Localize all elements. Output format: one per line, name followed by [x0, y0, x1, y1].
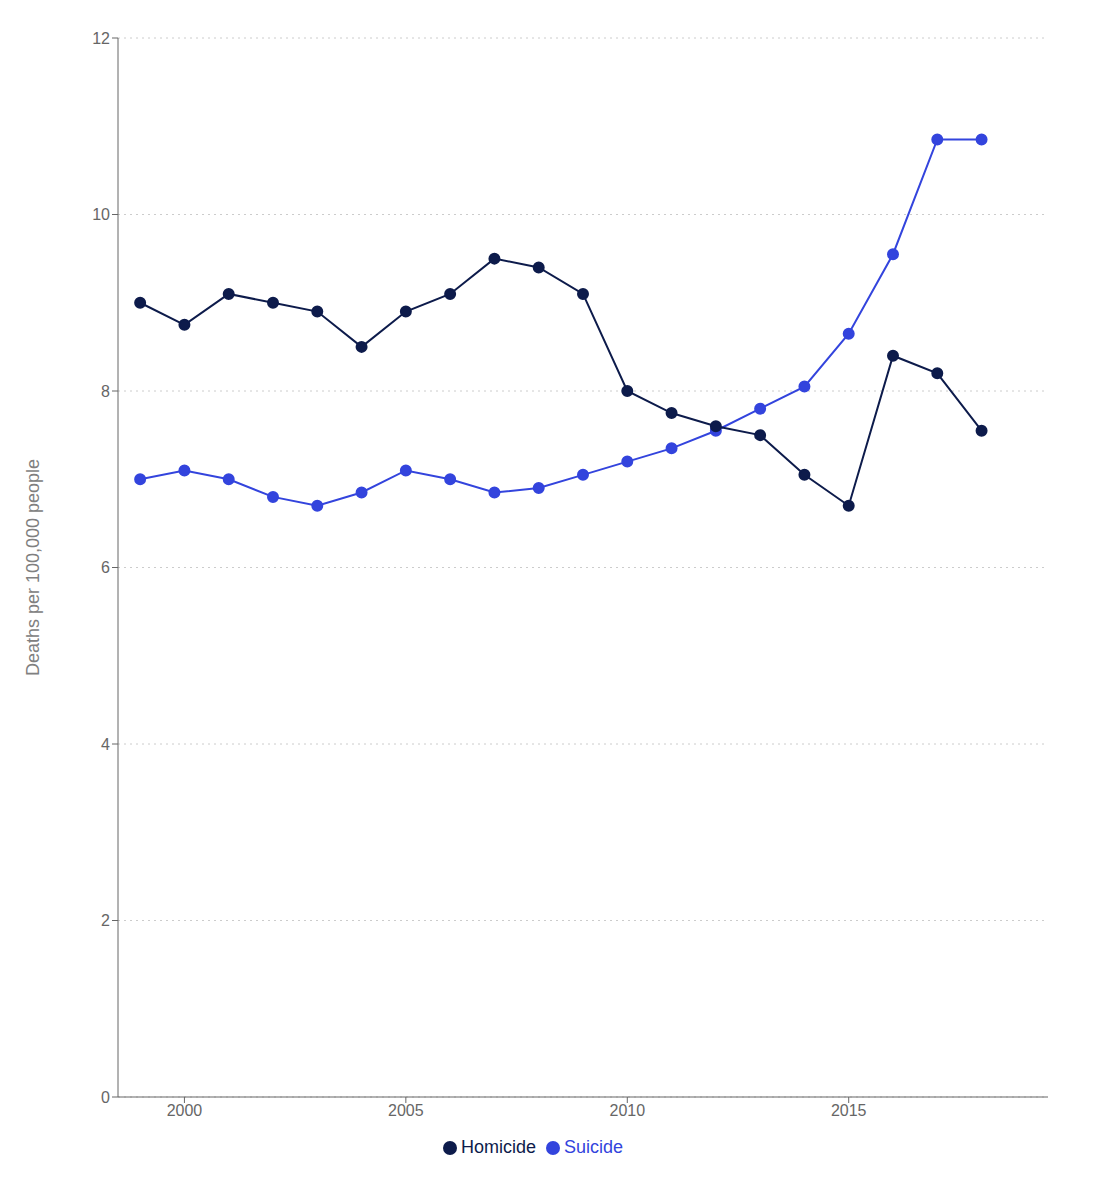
svg-text:2: 2	[101, 912, 110, 929]
svg-text:12: 12	[92, 30, 110, 47]
svg-text:2015: 2015	[831, 1102, 867, 1119]
svg-text:6: 6	[101, 559, 110, 576]
svg-text:10: 10	[92, 206, 110, 223]
svg-text:8: 8	[101, 383, 110, 400]
svg-text:4: 4	[101, 736, 110, 753]
html-text:Suicide: Suicide	[564, 1137, 623, 1157]
svg-text:Deaths per 100,000 people: Deaths per 100,000 people	[23, 459, 43, 676]
html-text:Homicide: Homicide	[461, 1137, 536, 1157]
svg-text:2010: 2010	[609, 1102, 645, 1119]
svg-text:2000: 2000	[167, 1102, 203, 1119]
svg-text:2005: 2005	[388, 1102, 424, 1119]
svg-text:0: 0	[101, 1089, 110, 1106]
